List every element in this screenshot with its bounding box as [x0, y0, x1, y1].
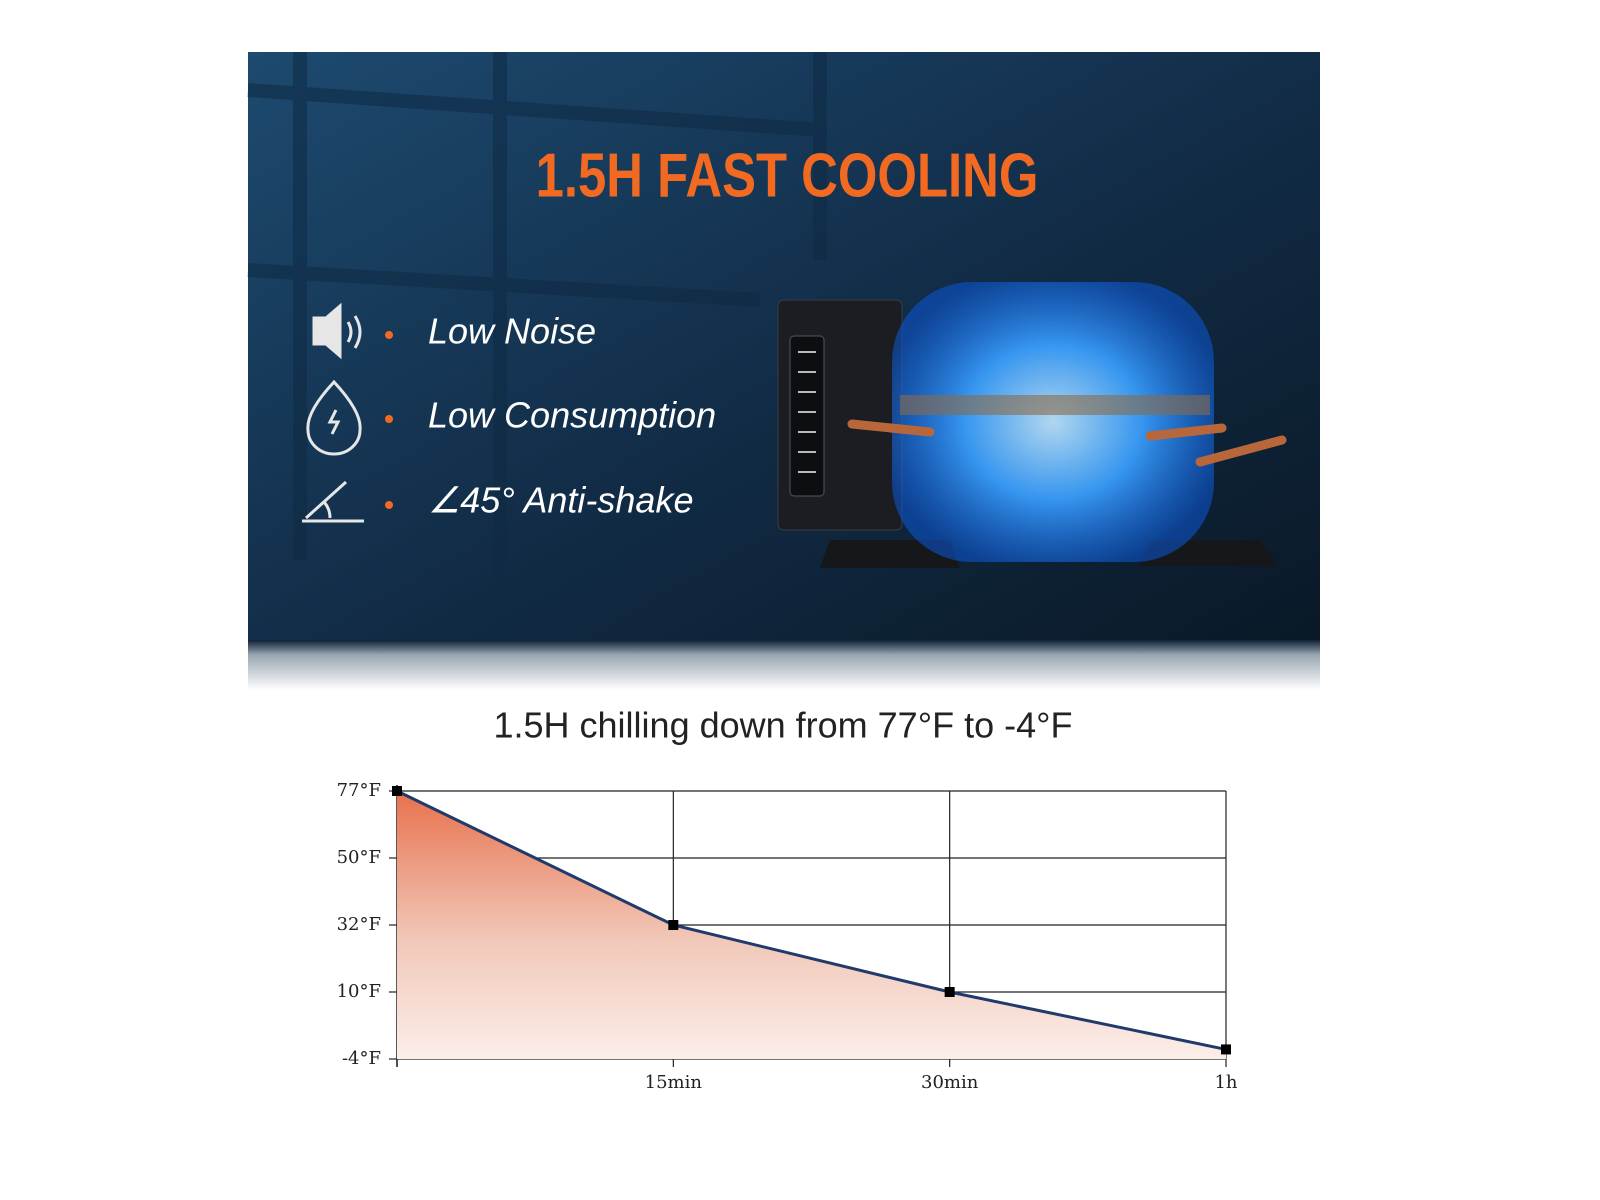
y-tick-label: 32°F: [337, 914, 381, 935]
feature-text: ∠45° Anti-shake: [428, 480, 693, 521]
feature-text: Low Noise: [428, 311, 596, 352]
x-tick-label: 30min: [921, 1072, 979, 1093]
point: [668, 920, 679, 930]
y-tick-label: -4°F: [342, 1048, 381, 1069]
point: [392, 786, 402, 796]
y-tick-label: 50°F: [337, 847, 381, 868]
line: [396, 789, 1227, 1051]
banner-title: 1.5H FAST COOLING: [536, 142, 1039, 211]
x-tick-label: 15min: [645, 1072, 703, 1093]
banner: 1.5H FAST COOLING Low Noise Low Consumpt…: [247, 52, 1320, 690]
compressor-illustration: [777, 282, 1287, 568]
feature-text: Low Consumption: [428, 395, 716, 436]
x-tick-label: 1h: [1214, 1072, 1237, 1093]
area: [397, 791, 1226, 1059]
chart: 77°F 50°F 32°F 10°F -4°F 15min 30min 1h: [337, 780, 1238, 1093]
point: [1221, 1044, 1231, 1055]
banner-fade: [248, 640, 1320, 690]
y-tick-label: 77°F: [337, 780, 381, 801]
feature-icons: [302, 302, 364, 523]
y-tick-label: 10°F: [337, 981, 381, 1002]
chart-title: 1.5H chilling down from 77°F to -4°F: [493, 705, 1072, 746]
window-shadow: [247, 52, 827, 600]
point: [944, 987, 955, 997]
feature-bullets: [385, 331, 393, 509]
